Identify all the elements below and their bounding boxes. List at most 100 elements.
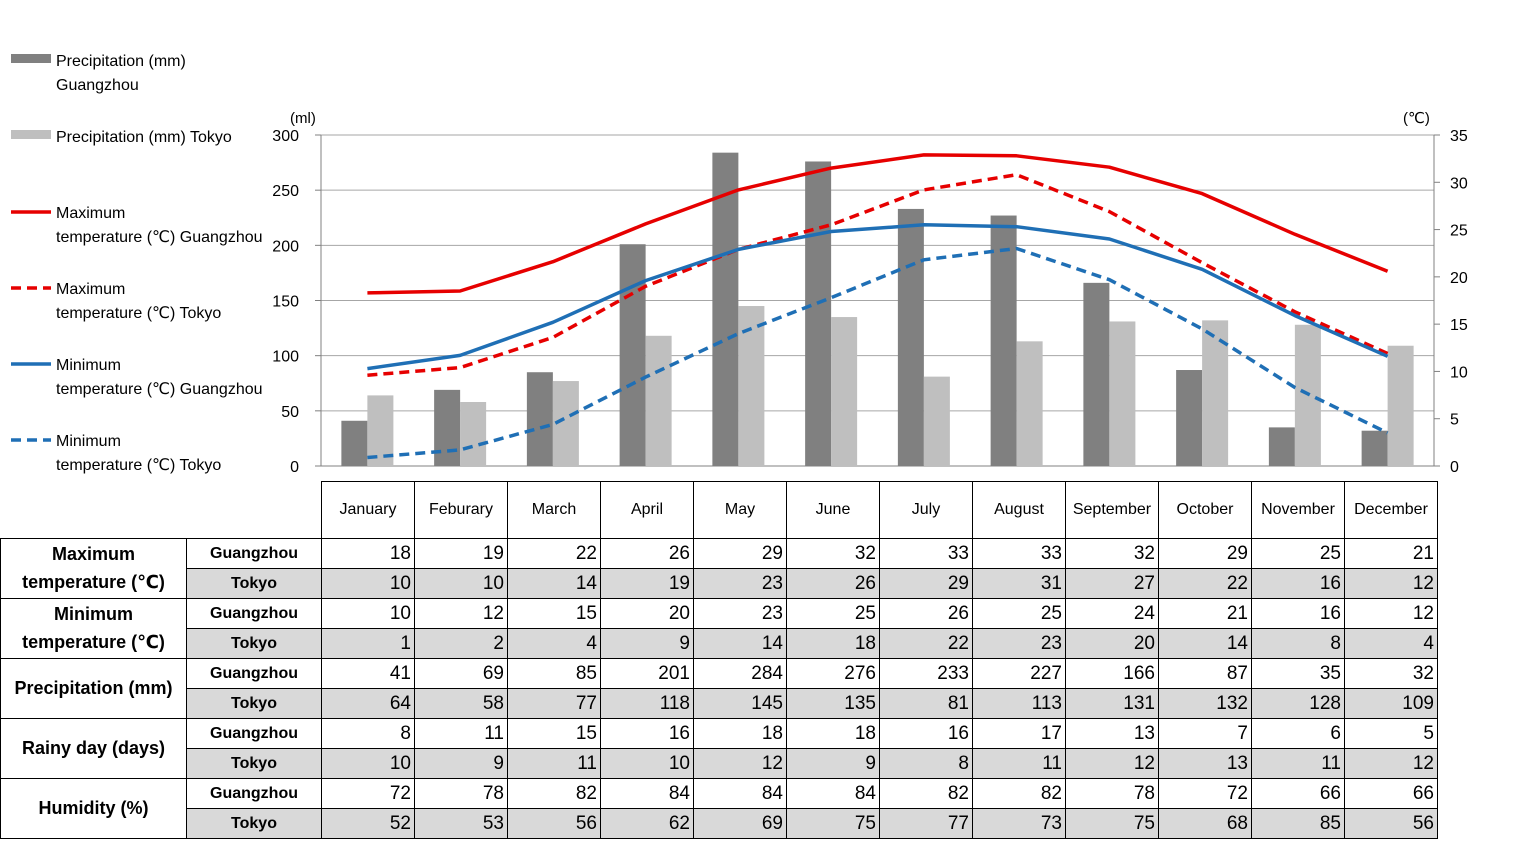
value-cell: 53 (414, 808, 508, 839)
value-cell: 10 (321, 748, 415, 779)
city-label-guangzhou: Guangzhou (186, 538, 322, 569)
value-cell: 13 (1065, 718, 1159, 749)
left-tick-label: 50 (281, 404, 299, 421)
value-cell: 10 (321, 598, 415, 629)
value-cell: 7 (1158, 718, 1252, 749)
city-label-guangzhou: Guangzhou (186, 778, 322, 809)
value-cell: 12 (1344, 748, 1438, 779)
month-header-cell: October (1158, 481, 1252, 539)
value-cell: 87 (1158, 658, 1252, 689)
left-tick-label: 300 (272, 128, 299, 145)
city-label-tokyo: Tokyo (186, 628, 322, 659)
value-cell: 72 (321, 778, 415, 809)
value-cell: 68 (1158, 808, 1252, 839)
value-cell: 11 (414, 718, 508, 749)
table-row: Tokyo 10 10 14 19 23 26 29 31 27 22 16 12 (1, 568, 1438, 599)
value-cell: 25 (972, 598, 1066, 629)
line-minimum-temperature-tokyo (367, 246, 1389, 460)
value-cell: 35 (1251, 658, 1345, 689)
value-cell: 8 (321, 718, 415, 749)
legend-label: temperature (℃) Tokyo (56, 457, 221, 474)
right-tick-label: 15 (1450, 317, 1468, 334)
value-cell: 13 (1158, 748, 1252, 779)
value-cell: 20 (600, 598, 694, 629)
bar-tokyo (923, 376, 950, 466)
value-cell: 82 (507, 778, 601, 809)
value-cell: 4 (507, 628, 601, 659)
value-cell: 69 (693, 808, 787, 839)
value-cell: 69 (414, 658, 508, 689)
bar-guangzhou (1083, 282, 1110, 466)
value-cell: 58 (414, 688, 508, 719)
bar-tokyo (1109, 321, 1136, 466)
value-cell: 16 (600, 718, 694, 749)
value-cell: 15 (507, 718, 601, 749)
bar-guangzhou (341, 420, 368, 466)
value-cell: 72 (1158, 778, 1252, 809)
value-cell: 32 (1065, 538, 1159, 569)
value-cell: 29 (879, 568, 973, 599)
value-cell: 14 (693, 628, 787, 659)
month-header-cell: September (1065, 481, 1159, 539)
bar-guangzhou (1176, 370, 1203, 466)
left-tick-label: 250 (272, 183, 299, 200)
value-cell: 12 (693, 748, 787, 779)
legend-label: Minimum (56, 357, 121, 374)
city-label-tokyo: Tokyo (186, 568, 322, 599)
left-tick-label: 0 (290, 459, 299, 476)
city-label-tokyo: Tokyo (186, 748, 322, 779)
value-cell: 23 (693, 598, 787, 629)
value-cell: 66 (1344, 778, 1438, 809)
value-cell: 18 (321, 538, 415, 569)
value-cell: 10 (321, 568, 415, 599)
bar-tokyo (1016, 341, 1043, 466)
bar-tokyo (460, 402, 487, 466)
table-row: Humidity (%) Guangzhou 72 78 82 84 84 84 82 82 78 7… (0, 778, 1438, 839)
value-cell: 26 (600, 538, 694, 569)
legend-label: temperature (℃) Guangzhou (56, 229, 263, 246)
value-cell: 41 (321, 658, 415, 689)
value-cell: 16 (1251, 568, 1345, 599)
value-cell: 21 (1158, 598, 1252, 629)
table-row: Tokyo 64 58 77 118 145 135 81 113 131 132 128 109 (1, 688, 1438, 719)
table-corner (0, 481, 322, 539)
value-cell: 10 (600, 748, 694, 779)
value-cell: 77 (879, 808, 973, 839)
value-cell: 82 (879, 778, 973, 809)
legend-label: Precipitation (mm) (56, 53, 186, 70)
right-tick-label: 25 (1450, 223, 1468, 240)
value-cell: 132 (1158, 688, 1252, 719)
value-cell: 128 (1251, 688, 1345, 719)
value-cell: 9 (786, 748, 880, 779)
table-row: Precipitation (mm) Guangzhou 41 69 85 201 284 2… (0, 658, 1438, 719)
value-cell: 75 (1065, 808, 1159, 839)
value-cell: 32 (786, 538, 880, 569)
value-cell: 20 (1065, 628, 1159, 659)
right-axis-unit: (℃) (1403, 110, 1430, 127)
value-cell: 15 (507, 598, 601, 629)
right-tick-label: 5 (1450, 412, 1459, 429)
value-cell: 21 (1344, 538, 1438, 569)
value-cell: 12 (1065, 748, 1159, 779)
value-cell: 85 (507, 658, 601, 689)
value-cell: 11 (1251, 748, 1345, 779)
value-cell: 85 (1251, 808, 1345, 839)
legend-label: Minimum (56, 433, 121, 450)
legend-label: temperature (℃) Tokyo (56, 305, 221, 322)
city-label-tokyo: Tokyo (186, 688, 322, 719)
right-tick-label: 35 (1450, 128, 1468, 145)
value-cell: 75 (786, 808, 880, 839)
month-header-cell: June (786, 481, 880, 539)
climate-chart: 0 50 100 150 200 250 300 0 5 10 15 20 25 30 35 (ml) (℃) P… (11, 53, 1468, 476)
value-cell: 145 (693, 688, 787, 719)
bar-guangzhou (619, 244, 646, 466)
left-tick-label: 200 (272, 238, 299, 255)
value-cell: 29 (693, 538, 787, 569)
bar-guangzhou (434, 389, 461, 466)
value-cell: 109 (1344, 688, 1438, 719)
bar-tokyo (645, 335, 672, 466)
value-cell: 12 (414, 598, 508, 629)
city-label-guangzhou: Guangzhou (186, 718, 322, 749)
value-cell: 56 (507, 808, 601, 839)
value-cell: 16 (879, 718, 973, 749)
